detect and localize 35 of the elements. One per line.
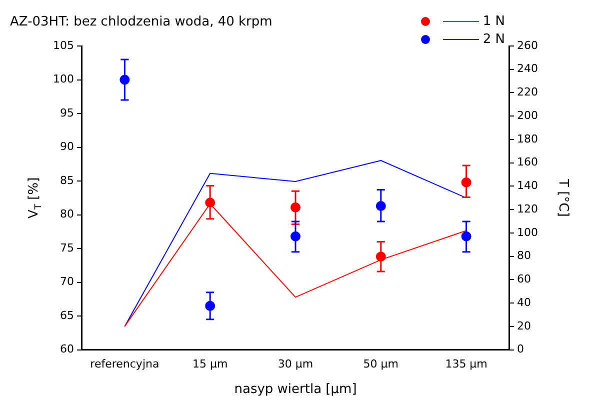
y-tick-label: 65 xyxy=(60,308,74,322)
y-tick-label: 80 xyxy=(60,208,74,221)
y-tick-label: 60 xyxy=(60,342,74,356)
y2-tick-label: 120 xyxy=(517,202,538,216)
y2-tick-label: 100 xyxy=(517,226,538,239)
x-tick-label: 50 µm xyxy=(363,357,399,370)
y2-tick-label: 260 xyxy=(517,38,538,52)
y2-tick-label: 140 xyxy=(517,179,538,192)
legend-label: 1 N xyxy=(482,14,505,28)
y-tick-label: 95 xyxy=(60,106,74,120)
x-tick-label: referencyjna xyxy=(90,357,160,370)
y-tick-label: 90 xyxy=(60,140,74,154)
x-tick-label: 15 µm xyxy=(192,357,228,370)
y2-tick-label: 200 xyxy=(517,108,538,122)
y2-tick-label: 20 xyxy=(517,319,532,332)
x-tick-label: 135 µm xyxy=(445,357,488,370)
y-tick-label: 85 xyxy=(60,174,74,187)
y2-tick-label: 40 xyxy=(517,296,532,309)
x-axis-title: nasyp wiertla [µm] xyxy=(234,382,357,398)
y-tick-label: 100 xyxy=(52,72,74,86)
y2-tick-label: 220 xyxy=(517,86,538,99)
y-axis-title: VT [%] xyxy=(26,177,44,218)
y2-tick-label: 60 xyxy=(517,272,532,286)
y-tick-label: 70 xyxy=(60,275,74,288)
chart-title: AZ-03HT: bez chlodzenia woda, 40 krpm xyxy=(10,14,272,30)
y2-tick-label: 160 xyxy=(517,156,538,169)
y-tick-label: 105 xyxy=(52,38,74,52)
x-tick-label: 30 µm xyxy=(278,357,314,370)
y2-axis-title: T [°C] xyxy=(556,178,571,217)
y-tick-label: 75 xyxy=(60,241,74,254)
y2-tick-label: 180 xyxy=(517,132,538,146)
y2-tick-label: 0 xyxy=(517,342,524,356)
y2-tick-label: 80 xyxy=(517,249,532,262)
y2-tick-label: 240 xyxy=(517,62,538,76)
legend-label: 2 N xyxy=(482,32,505,46)
